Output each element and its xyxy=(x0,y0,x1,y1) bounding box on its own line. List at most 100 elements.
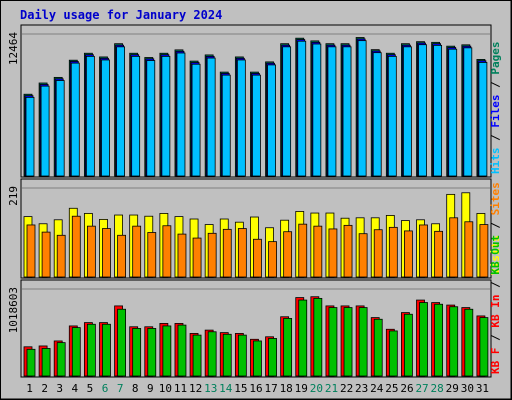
right-label-part: KB Out xyxy=(489,235,502,275)
bar-sites-day-19 xyxy=(298,223,308,278)
right-label-part: Hits xyxy=(489,148,502,175)
bar-pages-day-31 xyxy=(478,62,488,177)
bar-sites-day-15 xyxy=(237,228,247,278)
bar-pages-day-8 xyxy=(131,55,141,177)
x-tick-label-day-31: 31 xyxy=(476,382,489,395)
bar-kb-out-day-9 xyxy=(147,328,157,377)
bar-sites-day-14 xyxy=(222,228,232,278)
bar-pages-day-12 xyxy=(191,63,201,177)
bar-pages-day-4 xyxy=(70,62,80,177)
x-tick-label-day-14: 14 xyxy=(219,382,233,395)
bar-kb-out-day-4 xyxy=(71,327,81,377)
bar-kb-out-day-24 xyxy=(373,318,383,377)
bar-pages-day-22 xyxy=(342,46,352,177)
bar-sites-day-3 xyxy=(56,234,66,278)
bar-sites-day-20 xyxy=(313,225,323,278)
bar-kb-out-day-28 xyxy=(434,303,444,377)
bar-kb-out-day-8 xyxy=(132,328,142,377)
x-tick-label-day-30: 30 xyxy=(461,382,474,395)
bar-pages-day-6 xyxy=(101,59,110,177)
bar-sites-day-22 xyxy=(343,224,353,278)
x-tick-label-day-9: 9 xyxy=(147,382,154,395)
bar-pages-day-5 xyxy=(85,55,95,177)
bar-kb-out-day-23 xyxy=(358,307,368,377)
right-label-part: / xyxy=(489,275,502,295)
x-tick-label-day-2: 2 xyxy=(41,382,48,395)
bar-sites-day-4 xyxy=(71,215,81,278)
right-label-part: Pages xyxy=(489,42,502,75)
bar-pages-day-25 xyxy=(387,55,397,177)
bar-sites-day-7 xyxy=(117,234,126,278)
right-label-part: Visits xyxy=(489,235,502,275)
bar-sites-day-30 xyxy=(464,221,474,278)
bar-kb-out-day-1 xyxy=(26,348,36,377)
y-axis-labels: 12464 219 1018603 xyxy=(7,32,20,334)
right-label-part: KB F xyxy=(489,348,502,375)
bar-kb-out-day-10 xyxy=(162,325,172,377)
bar-pages-day-1 xyxy=(25,96,35,177)
x-tick-label-day-3: 3 xyxy=(56,382,63,395)
x-tick-label-day-29: 29 xyxy=(446,382,459,395)
x-tick-label-day-15: 15 xyxy=(234,382,247,395)
bar-sites-day-18 xyxy=(283,231,293,278)
bar-sites-day-8 xyxy=(132,225,142,278)
bar-pages-day-18 xyxy=(282,46,292,177)
x-tick-label-day-22: 22 xyxy=(340,382,353,395)
x-tick-label-day-6: 6 xyxy=(102,382,109,395)
bar-kb-out-day-5 xyxy=(86,323,96,377)
bar-pages-day-16 xyxy=(252,74,261,177)
bar-pages-day-29 xyxy=(448,48,458,177)
bar-pages-day-27 xyxy=(418,44,427,177)
bar-kb-out-day-6 xyxy=(102,323,111,377)
bar-kb-out-day-2 xyxy=(41,348,51,377)
x-tick-label-day-7: 7 xyxy=(117,382,124,395)
bar-kb-out-day-12 xyxy=(192,334,202,377)
x-tick-label-day-11: 11 xyxy=(174,382,187,395)
bar-sites-day-21 xyxy=(328,228,338,278)
bar-kb-out-day-18 xyxy=(283,318,293,377)
bar-sites-day-26 xyxy=(404,230,413,278)
bar-sites-day-17 xyxy=(268,241,277,278)
bar-sites-day-31 xyxy=(479,224,489,278)
x-tick-label-day-27: 27 xyxy=(415,382,428,395)
x-tick-label-day-20: 20 xyxy=(310,382,323,395)
right-label-part: Sites xyxy=(489,182,502,215)
bar-pages-day-20 xyxy=(312,43,322,177)
x-tick-label-day-18: 18 xyxy=(280,382,293,395)
bar-kb-out-day-14 xyxy=(222,333,232,377)
x-tick-label-day-5: 5 xyxy=(87,382,94,395)
bar-sites-day-11 xyxy=(177,233,187,278)
x-tick-label-day-17: 17 xyxy=(264,382,277,395)
bar-kb-out-day-13 xyxy=(207,331,217,377)
bar-kb-out-day-30 xyxy=(464,308,474,377)
bar-kb-out-day-16 xyxy=(253,340,262,377)
right-label-part: / xyxy=(489,328,502,348)
bar-sites-day-23 xyxy=(358,233,368,278)
x-tick-label-day-12: 12 xyxy=(189,382,202,395)
bar-pages-day-7 xyxy=(116,46,125,177)
bar-kb-out-day-26 xyxy=(404,313,413,377)
bar-pages-day-19 xyxy=(297,40,307,177)
x-tick-label-day-21: 21 xyxy=(325,382,338,395)
bar-kb-out-day-19 xyxy=(298,299,308,377)
bar-pages-day-11 xyxy=(176,52,186,177)
bar-pages-day-24 xyxy=(372,52,382,177)
bar-pages-day-15 xyxy=(236,59,246,177)
bar-pages-day-13 xyxy=(206,57,216,177)
x-tick-label-day-10: 10 xyxy=(159,382,172,395)
bar-sites-day-13 xyxy=(207,232,217,278)
right-label-part: / xyxy=(489,215,502,235)
bar-kb-out-day-21 xyxy=(328,307,338,377)
bar-sites-day-10 xyxy=(162,225,172,278)
right-label-part: / xyxy=(489,75,502,95)
x-tick-label-day-16: 16 xyxy=(249,382,262,395)
x-tick-label-day-24: 24 xyxy=(370,382,384,395)
bar-pages-day-26 xyxy=(403,46,412,177)
bar-pages-day-3 xyxy=(55,80,65,177)
x-tick-label-day-13: 13 xyxy=(204,382,217,395)
bar-kb-out-day-27 xyxy=(419,302,428,377)
bar-kb-out-day-15 xyxy=(237,334,247,377)
bar-sites-day-24 xyxy=(373,229,383,278)
